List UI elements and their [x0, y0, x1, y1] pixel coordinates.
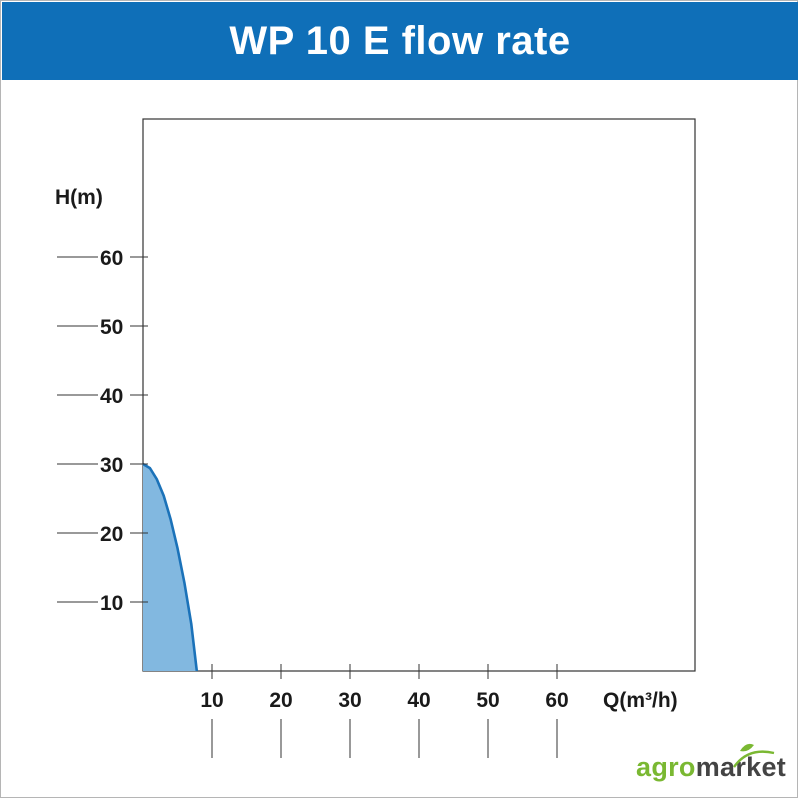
- x-tick-label: 60: [545, 689, 568, 712]
- y-tick-label: 10: [100, 592, 123, 615]
- y-tick-label: 50: [100, 316, 123, 339]
- chart-title: WP 10 E flow rate: [2, 2, 798, 80]
- y-tick-label-bg: [98, 522, 130, 544]
- y-tick-label-bg: [98, 591, 130, 613]
- y-tick-label: 30: [100, 454, 123, 477]
- x-tick-label: 50: [476, 689, 499, 712]
- y-tick-label-bg: [98, 315, 130, 337]
- plot-area: [142, 118, 696, 672]
- flow-curve-area: [143, 464, 197, 671]
- x-tick-label: 10: [200, 689, 223, 712]
- y-axis-ticks: 10 20 30 40 50 60: [57, 246, 148, 615]
- leaf-icon: [733, 743, 775, 768]
- x-tick-label: 20: [269, 689, 292, 712]
- x-axis-label: Q(m³/h): [603, 689, 678, 712]
- x-tick-label: 40: [407, 689, 430, 712]
- y-tick-label-bg: [98, 384, 130, 406]
- y-tick-label-bg: [98, 246, 130, 268]
- y-tick-label: 60: [100, 247, 123, 270]
- x-axis-ticks: 10 20 30 40 50 60: [200, 664, 569, 758]
- y-tick-label-bg: [98, 453, 130, 475]
- y-tick-label: 40: [100, 385, 123, 408]
- agromarket-logo: agromarket: [636, 743, 787, 783]
- x-tick-label: 30: [338, 689, 361, 712]
- y-axis-label: H(m): [55, 186, 103, 209]
- y-tick-label: 20: [100, 523, 123, 546]
- logo-agro-text: agro: [636, 752, 696, 782]
- flow-curve-line: [142, 462, 199, 672]
- logo-market-text: market: [695, 752, 787, 782]
